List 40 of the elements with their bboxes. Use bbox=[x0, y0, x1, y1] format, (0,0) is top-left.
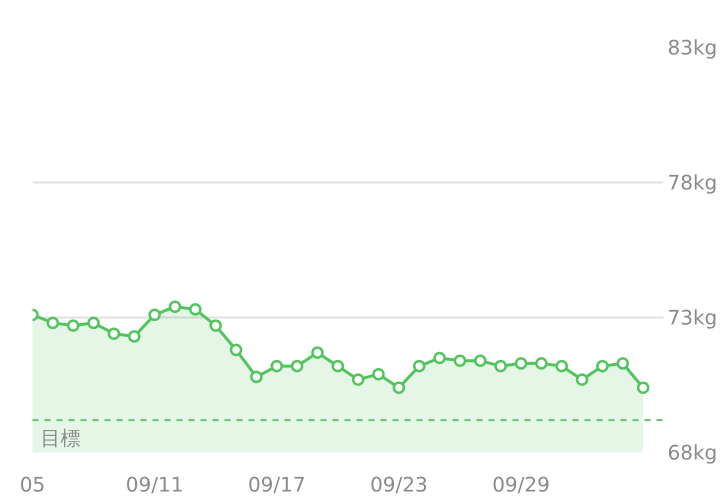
point bbox=[372, 368, 385, 380]
point bbox=[332, 360, 344, 372]
x-tick-label: 09/29 bbox=[492, 472, 550, 496]
point bbox=[189, 303, 202, 316]
point bbox=[290, 360, 304, 372]
point bbox=[230, 344, 242, 356]
ref-line-label: 目標 bbox=[40, 426, 80, 450]
point bbox=[168, 300, 182, 313]
point bbox=[148, 308, 161, 322]
point bbox=[555, 360, 568, 372]
y-tick-label: 83kg bbox=[668, 36, 718, 60]
point bbox=[128, 330, 141, 343]
point bbox=[108, 327, 120, 340]
x-tick-label: 05 bbox=[20, 472, 46, 496]
point bbox=[66, 319, 80, 332]
point bbox=[636, 381, 650, 394]
point bbox=[87, 316, 100, 330]
x-tick-label: 09/17 bbox=[248, 472, 306, 496]
x-tick-label: 09/11 bbox=[126, 472, 184, 496]
point bbox=[352, 373, 364, 386]
point bbox=[311, 346, 324, 359]
point bbox=[250, 370, 263, 384]
y-tick-label: 78kg bbox=[668, 170, 718, 194]
point bbox=[474, 354, 487, 367]
point bbox=[494, 360, 507, 372]
point bbox=[535, 357, 548, 370]
point bbox=[454, 354, 466, 367]
point bbox=[576, 373, 588, 386]
point bbox=[270, 360, 284, 372]
point bbox=[514, 357, 528, 370]
y-tick-label: 68kg bbox=[668, 440, 718, 464]
point bbox=[596, 360, 609, 372]
point bbox=[209, 319, 222, 332]
point bbox=[433, 352, 446, 364]
x-tick-label: 09/23 bbox=[370, 472, 428, 496]
point bbox=[46, 316, 60, 330]
point bbox=[616, 357, 630, 370]
point bbox=[412, 360, 426, 372]
y-tick-label: 73kg bbox=[668, 306, 718, 330]
point bbox=[392, 381, 406, 394]
